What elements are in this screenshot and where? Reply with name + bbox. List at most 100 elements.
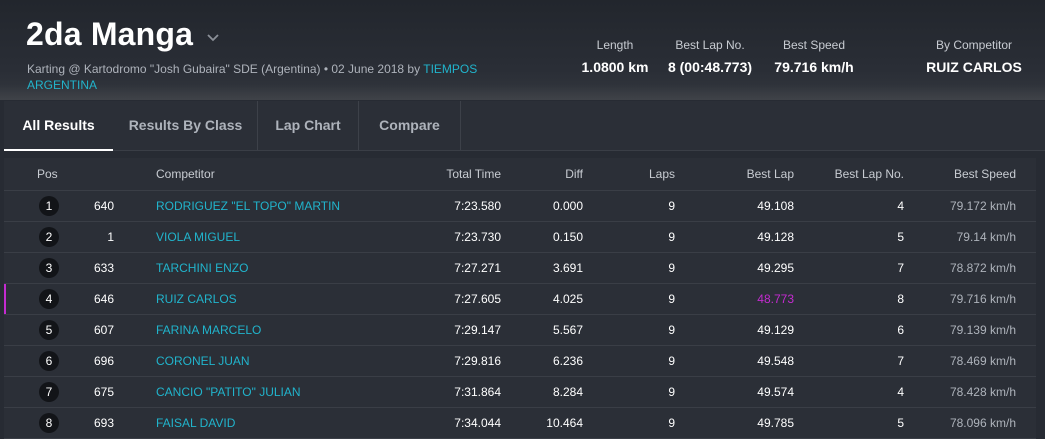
- competitor-link[interactable]: RUIZ CARLOS: [156, 292, 237, 306]
- cell-best-speed: 78.872 km/h: [904, 252, 1036, 284]
- cell-competitor: CANCIO "PATITO" JULIAN: [114, 376, 414, 408]
- cell-diff: 8.284: [501, 376, 583, 408]
- column-header-diff[interactable]: Diff: [501, 158, 583, 191]
- table-header-row: Pos Competitor Total Time Diff Laps Best…: [4, 158, 1036, 191]
- cell-competitor: VIOLA MIGUEL: [114, 221, 414, 253]
- competitor-link[interactable]: CORONEL JUAN: [156, 354, 250, 368]
- position-badge: 8: [39, 413, 59, 433]
- table-row[interactable]: 2 1 VIOLA MIGUEL 7:23.730 0.150 9 49.128 5 79.14…: [4, 221, 1036, 253]
- cell-total-time: 7:29.816: [414, 345, 501, 377]
- stat-best-speed-value: 79.716 km/h: [774, 59, 854, 75]
- stat-length-label: Length: [596, 38, 634, 52]
- position-badge: 2: [39, 227, 59, 247]
- column-header-laps[interactable]: Laps: [583, 158, 675, 191]
- cell-pos: 4: [4, 283, 94, 315]
- cell-competitor: RUIZ CARLOS: [114, 283, 414, 315]
- results-table-body: 1 640 RODRIGUEZ "EL TOPO" MARTIN 7:23.580 0.…: [4, 190, 1036, 439]
- competitor-link[interactable]: TARCHINI ENZO: [156, 261, 249, 275]
- table-row[interactable]: 7 675 CANCIO "PATITO" JULIAN 7:31.864 8.284 9…: [4, 376, 1036, 408]
- tab-lap-chart[interactable]: Lap Chart: [275, 117, 341, 133]
- table-row[interactable]: 6 696 CORONEL JUAN 7:29.816 6.236 9 49.548 7 78.…: [4, 345, 1036, 377]
- cell-best-lap-no: 5: [794, 221, 904, 253]
- cell-kart-number: 607: [94, 314, 114, 346]
- cell-best-lap: 49.785: [675, 407, 794, 439]
- stat-best-lap-no-label: Best Lap No.: [675, 38, 745, 52]
- column-header-number: [94, 158, 114, 191]
- cell-laps: 9: [583, 221, 675, 253]
- chevron-down-icon[interactable]: [205, 29, 221, 45]
- cell-diff: 0.000: [501, 190, 583, 222]
- table-row[interactable]: 3 633 TARCHINI ENZO 7:27.271 3.691 9 49.295 7 78…: [4, 252, 1036, 284]
- column-header-best-speed[interactable]: Best Speed: [904, 158, 1036, 191]
- cell-best-speed: 78.428 km/h: [904, 376, 1036, 408]
- position-badge: 1: [39, 196, 59, 216]
- cell-laps: 9: [583, 314, 675, 346]
- cell-best-lap: 49.129: [675, 314, 794, 346]
- cell-pos: 1: [4, 190, 94, 222]
- cell-kart-number: 1: [94, 221, 114, 253]
- cell-total-time: 7:27.605: [414, 283, 501, 315]
- cell-best-lap-no: 8: [794, 283, 904, 315]
- cell-best-lap-no: 4: [794, 190, 904, 222]
- table-row[interactable]: 1 640 RODRIGUEZ "EL TOPO" MARTIN 7:23.580 0.…: [4, 190, 1036, 222]
- tab-divider: [358, 101, 359, 150]
- tab-compare[interactable]: Compare: [379, 117, 440, 133]
- table-row[interactable]: 5 607 FARINA MARCELO 7:29.147 5.567 9 49.129 6 7…: [4, 314, 1036, 346]
- cell-kart-number: 696: [94, 345, 114, 377]
- cell-pos: 2: [4, 221, 94, 253]
- column-header-competitor[interactable]: Competitor: [114, 158, 414, 191]
- column-header-pos[interactable]: Pos: [4, 158, 94, 191]
- results-tabs: All Results Results By Class Lap Chart C…: [4, 101, 1045, 151]
- cell-total-time: 7:27.271: [414, 252, 501, 284]
- competitor-link[interactable]: FARINA MARCELO: [156, 323, 262, 337]
- cell-competitor: TARCHINI ENZO: [114, 252, 414, 284]
- cell-best-lap-no: 5: [794, 407, 904, 439]
- position-badge: 3: [39, 258, 59, 278]
- cell-best-speed: 78.469 km/h: [904, 345, 1036, 377]
- cell-diff: 0.150: [501, 221, 583, 253]
- position-badge: 4: [39, 289, 59, 309]
- cell-diff: 6.236: [501, 345, 583, 377]
- cell-total-time: 7:23.580: [414, 190, 501, 222]
- cell-diff: 4.025: [501, 283, 583, 315]
- cell-kart-number: 693: [94, 407, 114, 439]
- cell-total-time: 7:31.864: [414, 376, 501, 408]
- tab-all-results[interactable]: All Results: [4, 101, 113, 151]
- cell-pos: 7: [4, 376, 94, 408]
- cell-best-lap-no: 6: [794, 314, 904, 346]
- position-badge: 5: [39, 320, 59, 340]
- table-row[interactable]: 4 646 RUIZ CARLOS 7:27.605 4.025 9 48.773 8 79.7…: [4, 283, 1036, 315]
- stat-best-speed: Best Speed 79.716 km/h: [766, 37, 862, 76]
- column-header-total-time[interactable]: Total Time: [414, 158, 501, 191]
- cell-laps: 9: [583, 345, 675, 377]
- cell-best-speed: 79.139 km/h: [904, 314, 1036, 346]
- competitor-link[interactable]: CANCIO "PATITO" JULIAN: [156, 385, 301, 399]
- cell-pos: 8: [4, 407, 94, 439]
- cell-competitor: FARINA MARCELO: [114, 314, 414, 346]
- cell-laps: 9: [583, 252, 675, 284]
- competitor-link[interactable]: VIOLA MIGUEL: [156, 230, 241, 244]
- cell-kart-number: 640: [94, 190, 114, 222]
- cell-best-lap-no: 7: [794, 345, 904, 377]
- column-header-best-lap-no[interactable]: Best Lap No.: [794, 158, 904, 191]
- position-badge: 7: [39, 382, 59, 402]
- cell-total-time: 7:23.730: [414, 221, 501, 253]
- event-info: Karting @ Kartodromo "Josh Gubaira" SDE …: [27, 62, 421, 76]
- stat-length-value: 1.0800 km: [581, 59, 649, 75]
- competitor-link[interactable]: FAISAL DAVID: [156, 416, 236, 430]
- cell-kart-number: 646: [94, 283, 114, 315]
- cell-best-lap: 49.128: [675, 221, 794, 253]
- competitor-link[interactable]: RODRIGUEZ "EL TOPO" MARTIN: [156, 199, 341, 213]
- cell-best-speed: 79.14 km/h: [904, 221, 1036, 253]
- stat-by-competitor: By Competitor RUIZ CARLOS: [918, 37, 1030, 76]
- column-header-best-lap[interactable]: Best Lap: [675, 158, 794, 191]
- event-stats: Length 1.0800 km Best Lap No. 8 (00:48.7…: [0, 37, 1045, 77]
- cell-pos: 5: [4, 314, 94, 346]
- cell-best-lap-no: 4: [794, 376, 904, 408]
- table-row[interactable]: 8 693 FAISAL DAVID 7:34.044 10.464 9 49.785 5 78…: [4, 407, 1036, 439]
- title-row: 2da Manga: [26, 14, 221, 54]
- tab-results-by-class[interactable]: Results By Class: [128, 117, 243, 133]
- cell-best-speed: 79.716 km/h: [904, 283, 1036, 315]
- cell-diff: 5.567: [501, 314, 583, 346]
